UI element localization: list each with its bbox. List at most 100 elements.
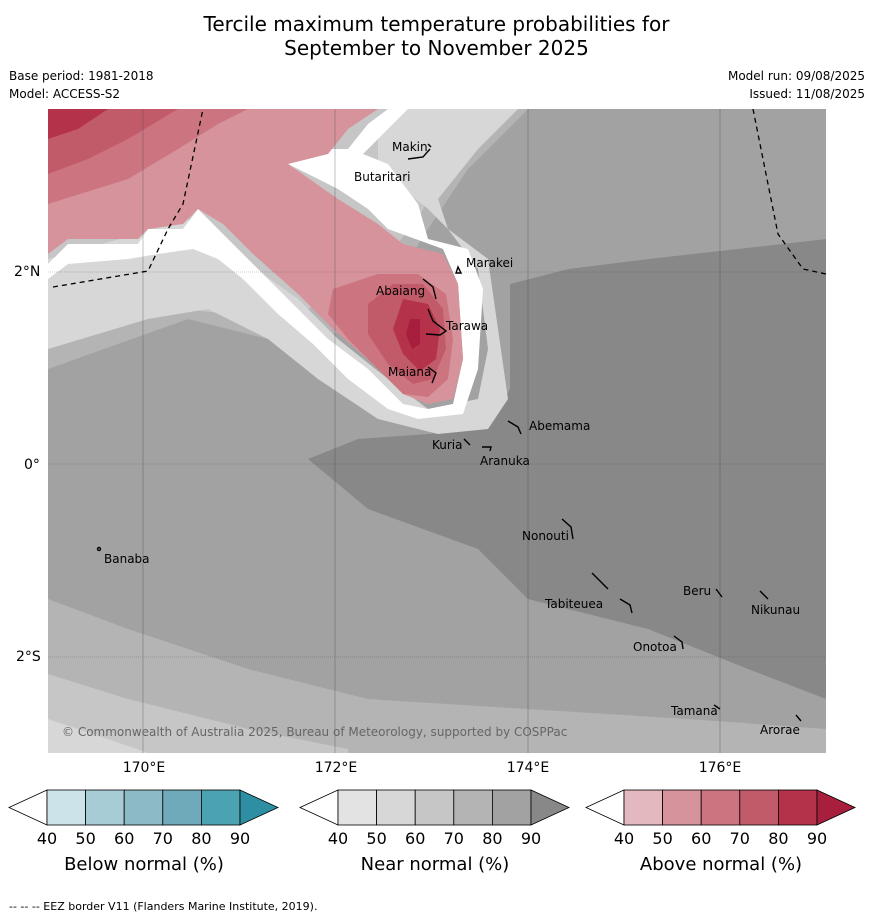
lon-label-172e: 172°E (314, 760, 358, 776)
eez-border (52, 109, 826, 288)
colorbar-above-swatch (700, 789, 741, 826)
colorbar-near-tick: 80 (482, 829, 503, 848)
label-onotoa: Onotoa (633, 640, 677, 654)
colorbar-near-swatch (337, 789, 377, 826)
near-80-90-region (308, 239, 826, 699)
lon-label-174e: 174°E (506, 760, 550, 776)
colorbar-above-tick: 90 (806, 829, 828, 848)
colorbar-below-high-extend (239, 789, 279, 826)
base-period: Base period: 1981-2018 (9, 69, 154, 83)
colorbar-near-tick: 70 (443, 829, 464, 848)
below-40-buffer (48, 109, 483, 419)
colorbar-near-swatch (453, 789, 493, 826)
colorbar-below-normal (8, 789, 279, 826)
label-butaritari: Butaritari (354, 170, 411, 184)
colorbar-below-tick: 90 (229, 829, 251, 848)
colorbar-above-swatch (623, 789, 663, 826)
title-line-1: Tercile maximum temperature probabilitie… (203, 12, 670, 36)
colorbar-near-swatch (491, 789, 532, 826)
colorbar-below-tick: 50 (75, 829, 96, 848)
colorbar-below-swatch (85, 789, 125, 826)
label-arorae: Arorae (760, 723, 800, 737)
colorbar-below-swatch (123, 789, 164, 826)
islands (96, 143, 802, 722)
abemama-atoll (507, 420, 522, 435)
tarawa-atoll (425, 308, 448, 336)
colorbar-above-tick: 80 (768, 829, 789, 848)
label-maiana: Maiana (388, 365, 431, 379)
colorbar-above-high-extend (816, 789, 856, 826)
label-tabiteuea: Tabiteuea (544, 597, 603, 611)
colorbar-near-tick: 40 (327, 829, 349, 848)
label-kuria: Kuria (432, 438, 463, 452)
lat-label-0: 0° (24, 457, 40, 473)
label-tamana: Tamana (670, 704, 718, 718)
label-banaba: Banaba (104, 552, 150, 566)
tabiteuea-south (619, 598, 633, 614)
colorbar-near-swatch (414, 789, 455, 826)
onotoa-atoll (673, 635, 684, 650)
label-abaiang: Abaiang (376, 284, 425, 298)
abaiang-atoll (422, 278, 437, 300)
lon-label-176e: 176°E (698, 760, 742, 776)
banaba-island (96, 546, 102, 552)
maiana-atoll (427, 366, 437, 384)
colorbar-above-low-extend (585, 789, 625, 826)
colorbar-near-tick: 90 (520, 829, 542, 848)
nikunau-atoll (759, 590, 769, 600)
colorbar-below-swatch (200, 789, 241, 826)
lat-label-2n: 2°N (14, 264, 41, 280)
colorbar-above-tick: 60 (691, 829, 712, 848)
colorbar-above-tick: 70 (729, 829, 750, 848)
model-name: Model: ACCESS-S2 (9, 87, 121, 101)
colorbar-below-swatch (162, 789, 202, 826)
title-line-2: September to November 2025 (284, 36, 589, 60)
label-nonouti: Nonouti (522, 529, 569, 543)
above-90-core (406, 319, 420, 349)
colorbar-above-tick: 50 (652, 829, 673, 848)
nonouti-atoll (561, 518, 574, 540)
makin-atoll (427, 143, 432, 148)
colorbar-above-title: Above normal (%) (639, 854, 803, 875)
lon-label-170e: 170°E (122, 760, 166, 776)
label-abemama: Abemama (529, 419, 590, 433)
issued-date: Issued: 11/08/2025 (749, 87, 865, 101)
colorbar-near-normal (299, 789, 570, 826)
colorbar-near-tick: 60 (405, 829, 426, 848)
eez-footnote: -- -- -- EEZ border V11 (Flanders Marine… (9, 900, 318, 913)
tamana-atoll (713, 704, 721, 710)
label-aranuka: Aranuka (480, 454, 530, 468)
label-makin: Makin (392, 140, 428, 154)
colorbar-below-tick: 80 (191, 829, 212, 848)
colorbar-near-low-extend (299, 789, 339, 826)
colorbar-above-swatch (778, 789, 818, 826)
copyright-note: © Commonwealth of Australia 2025, Bureau… (62, 725, 567, 739)
graticule (48, 109, 826, 753)
label-nikunau: Nikunau (751, 603, 800, 617)
aranuka-atoll (482, 446, 492, 452)
near-70-80-region-upper (428, 109, 826, 284)
beru-atoll (715, 588, 723, 598)
butaritari-atoll (407, 148, 431, 160)
colorbar-below-low-extend (8, 789, 48, 826)
tabiteuea-north (591, 572, 609, 590)
map-title: Tercile maximum temperature probabilitie… (0, 12, 873, 60)
colorbar-below-tick: 40 (36, 829, 58, 848)
colorbar-below-tick: 60 (114, 829, 135, 848)
colorbar-near-high-extend (530, 789, 570, 826)
label-marakei: Marakei (466, 256, 513, 270)
arorae-atoll (795, 714, 802, 722)
colorbar-above-normal (585, 789, 856, 826)
colorbar-near-swatch (376, 789, 416, 826)
near-60-70-region-lower (48, 599, 826, 753)
near-50-60-region-lower (48, 674, 348, 753)
colorbar-above-swatch (739, 789, 779, 826)
marakei-atoll (455, 265, 463, 274)
colorbars (8, 789, 856, 826)
colorbar-near-tick: 50 (366, 829, 387, 848)
colorbar-near-title: Near normal (%) (360, 854, 510, 875)
label-beru: Beru (683, 584, 711, 598)
lat-label-2s: 2°S (16, 649, 41, 665)
label-tarawa: Tarawa (445, 319, 488, 333)
near-40-50-region-lower (48, 719, 148, 753)
